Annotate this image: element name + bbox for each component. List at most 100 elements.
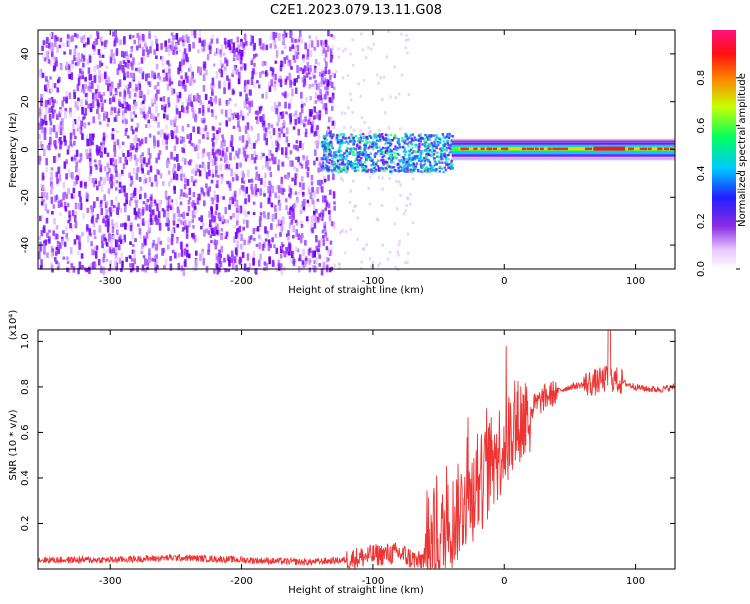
spectrogram-cell [325,264,329,273]
spectrogram-cell [129,263,132,268]
spectrogram-cell [351,63,355,67]
spectrogram-cell [102,112,106,121]
spectrogram-cell [268,158,271,162]
spectrogram-cell [361,165,364,169]
spectrogram-cell [438,137,441,140]
spectrogram-cell [53,56,57,62]
spectrogram-cell [133,187,137,196]
spectrogram-cell [51,268,54,273]
spectrogram-cell [38,155,42,159]
spectrogram-cell [226,160,229,166]
spectrogram-cell [288,251,291,256]
spectrogram-cell [363,155,367,158]
spectrogram-cell [111,223,115,229]
spectrogram-cell [404,162,408,165]
spectrogram-cell [175,173,179,181]
spectrogram-cell [406,138,409,141]
spectrogram-cell [330,33,333,38]
spectrogram-cell [125,51,128,57]
spectrogram-cell [92,250,95,256]
spectrogram-cell [295,167,299,172]
spectrogram-cell [246,97,250,104]
spectrogram-cell [246,79,250,85]
spectrogram-cell [41,214,44,219]
spectrogram-cell [59,107,62,111]
spectrogram-cell [145,46,149,52]
spectrogram-cell [248,153,252,159]
spectrogram-cell [80,53,84,59]
spectrogram-cell [47,58,51,64]
spectrogram-cell [177,209,181,218]
spectrogram-cell [254,166,258,170]
spectrogram-cell [384,136,387,140]
spectrogram-cell [46,209,50,214]
spectrogram-cell [297,117,301,124]
spectrogram-cell [372,134,376,138]
spectrogram-cell [154,116,158,121]
spectrogram-cell [361,151,365,154]
spectrogram-cell [108,80,111,87]
spectrogram-cell [414,167,417,171]
spectrogram-cell [331,72,334,78]
spectrogram-cell [275,223,279,228]
snr-x-label: Height of straight line (km) [288,585,424,596]
spectrogram-cell [153,262,157,268]
spectrogram-cell [155,55,158,60]
spectrogram-cell [330,116,333,121]
spectrogram-cell [237,44,240,51]
snr-plot-area [38,330,675,569]
spectrogram-cell [302,248,305,257]
spectrogram-cell [299,209,303,214]
spectrogram-cell [47,142,51,151]
spectrogram-cell [150,40,154,47]
spectrogram-cell [193,206,197,210]
spectrogram-cell [364,150,368,154]
spectrogram-cell [331,160,334,163]
spectrogram-cell [130,197,133,201]
spectrogram-cell [289,46,292,52]
spectrogram-cell [185,53,188,62]
spectrogram-cell [442,146,445,149]
spectrogram-cell [50,181,53,187]
spectrogram-cell [215,263,219,269]
spectrogram-cell [251,153,254,161]
spectrogram-cell [100,183,104,192]
spectrogram-cell [318,263,322,267]
spectrogram-cell [158,150,162,155]
spectrogram-cell [346,161,349,164]
spectrogram-cell [364,139,368,142]
spectrogram-cell [262,43,265,51]
spectrogram-cell [230,135,234,143]
spectrogram-cell [54,35,57,42]
spectrogram-cell [128,255,132,259]
spectrogram-cell [162,69,165,73]
spectrogram-cell [147,224,151,232]
spectrogram-cell [280,184,283,190]
spectrogram-cell [117,155,121,164]
spectrogram-cell [318,254,322,259]
spectrogram-cell [106,152,110,157]
spectrogram-cell [315,84,319,91]
spectrogram-cell [412,162,416,166]
snr-y-tick-label: 1.0 [20,333,31,349]
spectrogram-cell [133,207,137,215]
spectrogram-cell [226,75,229,81]
spectrogram-cell [216,134,219,141]
spectrogram-cell [288,72,292,81]
spectrogram-cell [219,260,223,268]
spectrogram-cell [294,118,297,126]
spectrogram-cell [182,34,185,40]
spectrogram-cell [81,133,84,140]
spectrogram-cell [79,196,82,203]
spectrogram-cell [291,88,294,97]
spectrogram-cell [316,180,320,186]
spectrogram-cell [109,56,113,64]
spectrogram-cell [302,80,306,88]
spectrogram-cell [153,139,157,147]
spectrogram-cell [132,111,136,115]
spectrogram-cell [437,155,441,159]
spectrogram-cell [122,223,125,228]
spectrogram-cell [207,107,210,113]
spectrogram-cell [78,242,81,250]
spectrogram-cell [197,49,200,54]
